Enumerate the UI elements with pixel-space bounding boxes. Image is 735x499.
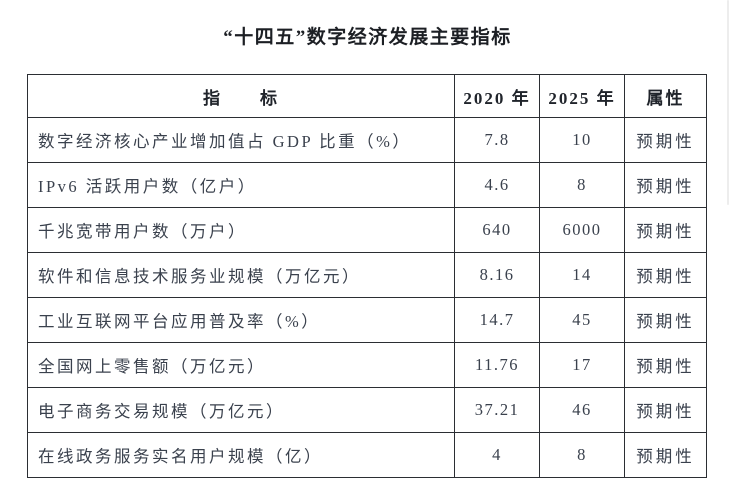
page-edge-artifact — [727, 0, 729, 205]
indicator-cell: 在线政务服务实名用户规模（亿） — [27, 432, 455, 478]
table-row: 全国网上零售额（万亿元） 11.76 17 预期性 — [27, 342, 707, 388]
table-row: 千兆宽带用户数（万户） 640 6000 预期性 — [27, 207, 707, 253]
value-2025-cell: 14 — [539, 252, 625, 298]
value-2025-cell: 17 — [539, 342, 625, 388]
attribute-cell: 预期性 — [624, 207, 707, 253]
indicator-cell: IPv6 活跃用户数（亿户） — [27, 162, 455, 208]
indicator-cell: 电子商务交易规模（万亿元） — [27, 387, 455, 433]
attribute-cell: 预期性 — [624, 432, 707, 478]
table-row: 电子商务交易规模（万亿元） 37.21 46 预期性 — [27, 387, 707, 433]
value-2020-cell: 640 — [454, 207, 540, 253]
table-row: 软件和信息技术服务业规模（万亿元） 8.16 14 预期性 — [27, 252, 707, 298]
indicator-cell: 千兆宽带用户数（万户） — [27, 207, 455, 253]
value-2025-cell: 45 — [539, 297, 625, 343]
table-header-row: 指 标 2020 年 2025 年 属性 — [27, 74, 707, 118]
page-title: “十四五”数字经济发展主要指标 — [223, 27, 512, 48]
table-row: IPv6 活跃用户数（亿户） 4.6 8 预期性 — [27, 162, 707, 208]
indicator-cell: 数字经济核心产业增加值占 GDP 比重（%） — [27, 117, 455, 163]
value-2020-cell: 4 — [454, 432, 540, 478]
table-row: 在线政务服务实名用户规模（亿） 4 8 预期性 — [27, 432, 707, 478]
indicator-cell: 工业互联网平台应用普及率（%） — [27, 297, 455, 343]
indicator-cell: 软件和信息技术服务业规模（万亿元） — [27, 252, 455, 298]
header-attribute: 属性 — [624, 74, 707, 118]
attribute-cell: 预期性 — [624, 387, 707, 433]
value-2025-cell: 6000 — [539, 207, 625, 253]
value-2025-cell: 10 — [539, 117, 625, 163]
value-2025-cell: 46 — [539, 387, 625, 433]
header-indicator: 指 标 — [27, 74, 455, 118]
value-2020-cell: 4.6 — [454, 162, 540, 208]
table-row: 数字经济核心产业增加值占 GDP 比重（%） 7.8 10 预期性 — [27, 117, 707, 163]
attribute-cell: 预期性 — [624, 117, 707, 163]
header-2025: 2025 年 — [539, 74, 625, 118]
value-2020-cell: 8.16 — [454, 252, 540, 298]
value-2020-cell: 7.8 — [454, 117, 540, 163]
table-row: 工业互联网平台应用普及率（%） 14.7 45 预期性 — [27, 297, 707, 343]
header-2020: 2020 年 — [454, 74, 540, 118]
value-2020-cell: 11.76 — [454, 342, 540, 388]
attribute-cell: 预期性 — [624, 342, 707, 388]
attribute-cell: 预期性 — [624, 162, 707, 208]
value-2020-cell: 14.7 — [454, 297, 540, 343]
value-2020-cell: 37.21 — [454, 387, 540, 433]
indicators-table: 指 标 2020 年 2025 年 属性 数字经济核心产业增加值占 GDP 比重… — [27, 74, 707, 478]
attribute-cell: 预期性 — [624, 252, 707, 298]
indicator-cell: 全国网上零售额（万亿元） — [27, 342, 455, 388]
attribute-cell: 预期性 — [624, 297, 707, 343]
value-2025-cell: 8 — [539, 162, 625, 208]
value-2025-cell: 8 — [539, 432, 625, 478]
